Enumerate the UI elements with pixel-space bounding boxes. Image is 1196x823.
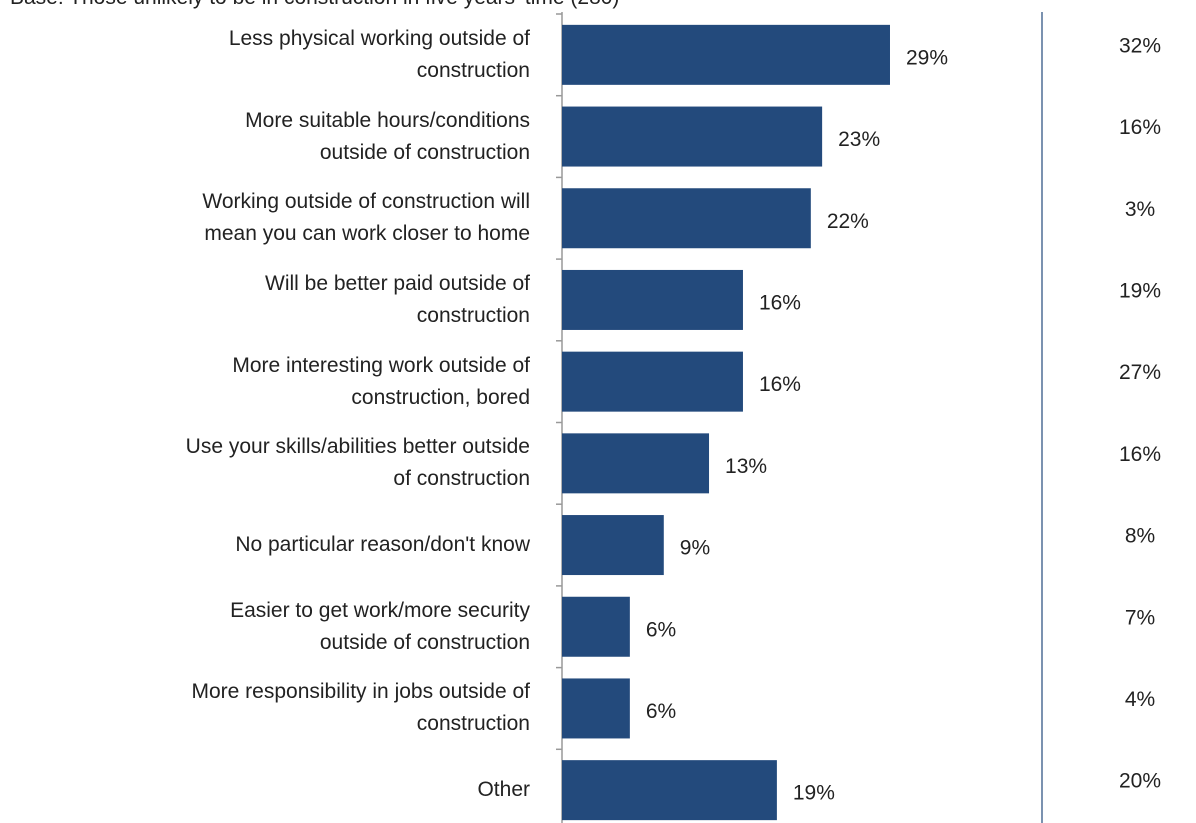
- bar: [562, 760, 777, 821]
- category-label: More interesting work outside of constru…: [232, 353, 530, 409]
- value-label: 16%: [759, 291, 801, 314]
- category-label: Use your skills/abilities better outside…: [185, 435, 530, 491]
- bar: [562, 269, 743, 330]
- comparison-label: 19%: [1119, 279, 1161, 302]
- comparison-label: 7%: [1125, 606, 1155, 629]
- category-label: More responsibility in jobs outside of c…: [191, 680, 530, 736]
- comparison-label: 27%: [1119, 361, 1161, 384]
- bar: [562, 24, 890, 85]
- value-label: 13%: [725, 455, 767, 478]
- category-label: Less physical working outside of constru…: [228, 26, 530, 82]
- category-label: Other: [477, 778, 530, 802]
- value-label: 6%: [646, 700, 676, 723]
- bar: [562, 433, 710, 494]
- comparison-label: 32%: [1119, 34, 1161, 57]
- subtitle: Base: Those unlikely to be in constructi…: [10, 0, 619, 10]
- value-label: 22%: [827, 210, 869, 233]
- value-label: 19%: [793, 782, 835, 805]
- bar: [562, 515, 664, 576]
- comparison-label: 20%: [1119, 770, 1161, 793]
- category-label: Easier to get work/more security outside…: [230, 598, 530, 654]
- category-label: More suitable hours/conditions outside o…: [245, 108, 530, 164]
- bar: [562, 351, 743, 412]
- value-label: 23%: [838, 128, 880, 151]
- value-label: 9%: [680, 537, 710, 560]
- value-label: 29%: [906, 46, 948, 69]
- bar: [562, 596, 630, 657]
- category-label: Will be better paid outside of construct…: [265, 271, 530, 327]
- comparison-label: 16%: [1119, 116, 1161, 139]
- bar: [562, 106, 823, 167]
- bar: [562, 678, 630, 739]
- value-label: 16%: [759, 373, 801, 396]
- comparison-label: 16%: [1119, 443, 1161, 466]
- value-label: 6%: [646, 618, 676, 641]
- comparison-label: 4%: [1125, 688, 1155, 711]
- comparison-label: 3%: [1125, 198, 1155, 221]
- category-label: Working outside of construction will mea…: [202, 190, 530, 246]
- bar: [562, 188, 811, 249]
- comparison-label: 8%: [1125, 525, 1155, 548]
- category-label: No particular reason/don't know: [235, 533, 530, 557]
